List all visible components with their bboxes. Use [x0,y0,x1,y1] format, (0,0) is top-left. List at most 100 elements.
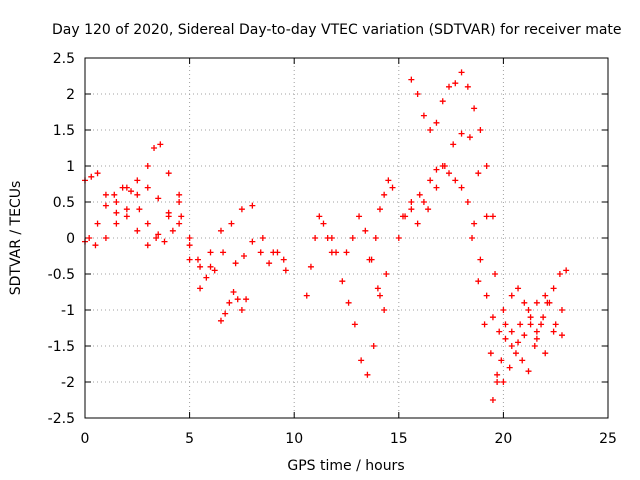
data-point [207,249,214,256]
data-point [515,339,522,346]
data-point [458,130,465,137]
data-point [531,343,538,349]
data-point [320,220,327,227]
data-point [372,235,379,241]
data-point [487,350,494,357]
data-point [466,134,473,141]
data-point [458,184,465,191]
data-point [144,242,151,249]
data-point [249,202,256,209]
y-axis-label: SDTVAR / TECUs [8,181,24,296]
data-point [489,213,496,220]
data-point [94,170,101,177]
series-s2 [82,184,214,292]
data-point [552,321,559,328]
series-s15 [489,285,565,403]
x-axis-label: GPS time / hours [287,458,404,474]
data-point [303,292,310,299]
y-tick-labels: -2.5 -2 -1.5 -1 -0.5 0 0.5 1 1.5 2 2.5 [48,51,75,427]
data-point [176,199,183,205]
data-point [134,177,141,184]
data-point [381,191,388,198]
data-point [257,249,264,256]
data-point [144,220,151,227]
data-point [128,188,135,195]
data-point [452,80,459,87]
plot-frame [84,57,609,419]
data-point [550,285,557,292]
data-point [123,213,130,220]
data-point [433,119,440,126]
data-point [469,235,476,241]
data-point [134,191,141,198]
data-point [408,199,415,205]
data-point [113,199,120,205]
data-point [356,213,363,220]
data-point [525,368,532,375]
data-point [416,191,423,198]
data-point [515,285,522,292]
data-point [376,292,383,299]
data-point [178,213,185,220]
data-point [506,364,513,371]
data-point [358,357,365,364]
data-point [538,321,545,328]
data-point [169,227,176,234]
data-point [280,256,287,263]
data-point [389,184,396,191]
data-point [176,220,183,227]
data-point [230,289,237,295]
data-point [134,227,141,234]
data-point [370,343,377,349]
data-point [366,256,373,263]
x-tick-label: 25 [599,431,617,447]
y-tick-label: 2.5 [53,51,75,67]
data-point [197,263,204,270]
data-point [351,321,358,328]
data-point [420,112,427,119]
data-point [441,163,448,169]
data-point [408,76,415,83]
y-tick-label: -1 [61,303,75,319]
data-point [161,238,168,245]
y-tick-label: 2 [66,87,75,103]
data-point [395,235,402,241]
data-point [525,307,532,313]
data-point [113,209,120,216]
data-point [533,299,540,306]
data-point [512,350,519,357]
data-point [102,191,109,198]
data-point [483,163,490,169]
series-s5 [217,289,250,324]
data-point [464,199,471,205]
data-point [203,274,210,281]
data-point [542,292,549,299]
data-point [546,299,553,306]
data-point [563,267,570,274]
y-tick-label: 0.5 [53,195,75,211]
data-point [521,332,528,339]
data-point [86,235,93,241]
data-point [556,271,563,277]
data-point [228,220,235,227]
data-point [240,253,247,259]
data-point [155,195,162,202]
series-s13 [399,130,549,335]
data-point [385,177,392,184]
data-point [243,296,250,303]
data-point [517,321,524,328]
data-point [540,314,547,321]
data-point [157,141,164,148]
data-point [94,220,101,227]
data-point [92,242,99,249]
data-point [88,173,95,180]
data-point [471,220,478,227]
data-points [82,69,570,403]
data-point [234,296,241,303]
data-point [381,307,388,313]
data-point [165,170,172,177]
data-point [151,145,158,151]
y-tick-label: -2.5 [48,411,75,427]
data-point [527,321,534,328]
